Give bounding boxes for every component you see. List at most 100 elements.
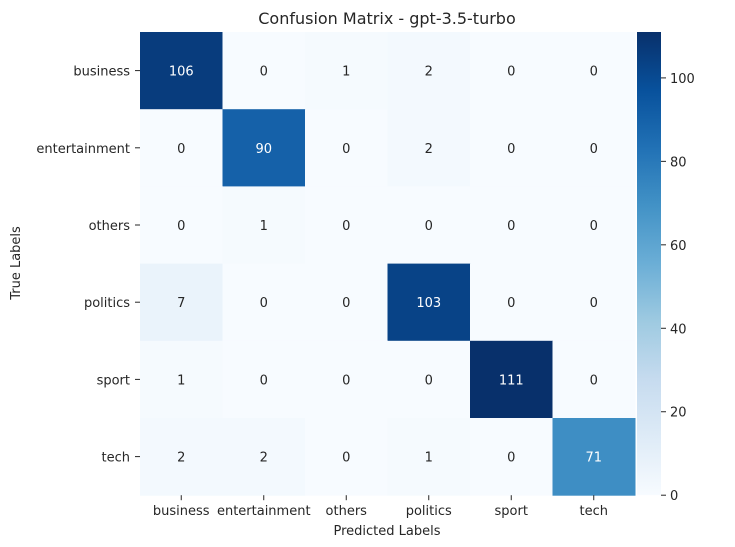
cell-value-label: 0 bbox=[507, 65, 515, 80]
heatmap-cell bbox=[305, 109, 388, 187]
heatmap-cell bbox=[222, 109, 306, 187]
cell-value-label: 90 bbox=[255, 142, 272, 157]
colorbar-tick-label: 100 bbox=[670, 72, 695, 87]
colorbar-tick-label: 60 bbox=[670, 239, 687, 254]
heatmap-cell bbox=[552, 418, 636, 496]
heatmap-cell bbox=[140, 263, 223, 342]
heatmap-cell bbox=[387, 109, 471, 187]
cell-value-label: 0 bbox=[590, 65, 598, 80]
colorbar-tick-label: 80 bbox=[670, 155, 687, 170]
cell-value-label: 1 bbox=[260, 219, 268, 234]
cell-value-label: 1 bbox=[425, 451, 433, 466]
heatmap-cell bbox=[140, 186, 223, 265]
heatmap-cell bbox=[387, 186, 471, 265]
cell-value-label: 2 bbox=[177, 451, 185, 466]
cell-value-label: 0 bbox=[342, 296, 350, 311]
cell-value-label: 2 bbox=[425, 65, 433, 80]
y-axis: business entertainment others politics sport… bbox=[36, 65, 140, 466]
cell-value-label: 0 bbox=[342, 142, 350, 157]
y-tick-label: others bbox=[89, 219, 131, 234]
cell-value-label: 111 bbox=[499, 373, 524, 388]
cell-value-label: 0 bbox=[342, 373, 350, 388]
cell-value-label: 0 bbox=[590, 296, 598, 311]
heatmap-cell bbox=[140, 109, 223, 187]
heatmap-cell bbox=[552, 32, 636, 110]
cell-value-label: 0 bbox=[590, 373, 598, 388]
heatmap-cell bbox=[470, 109, 553, 187]
heatmap-cell bbox=[305, 32, 388, 110]
heatmap-cell bbox=[140, 32, 223, 110]
chart-title: Confusion Matrix - gpt-3.5-turbo bbox=[258, 9, 516, 28]
x-tick-label: sport bbox=[495, 504, 528, 519]
cell-value-label: 2 bbox=[425, 142, 433, 157]
heatmap-cell bbox=[305, 340, 388, 419]
y-tick-label: business bbox=[73, 65, 130, 80]
cell-value-label: 2 bbox=[260, 451, 268, 466]
heatmap-cell bbox=[470, 418, 553, 496]
heatmap-cell bbox=[222, 263, 306, 342]
cell-value-label: 103 bbox=[416, 296, 441, 311]
heatmap-cell bbox=[305, 418, 388, 496]
x-axis: business entertainment others politics sport… bbox=[153, 495, 608, 519]
colorbar-tick-label: 40 bbox=[670, 322, 687, 337]
cell-annotations: 106 0 1 2 0 0 0 90 0 2 0 0 0 1 0 0 0 0 7 0 0 103 0 0 1 0 0 0 111 0 2 2 0… bbox=[169, 65, 602, 466]
colorbar: 0 20 40 60 80 100 bbox=[637, 32, 695, 504]
heatmap-cell bbox=[222, 418, 306, 496]
y-axis-label: True Labels bbox=[9, 226, 24, 301]
cell-value-label: 0 bbox=[507, 451, 515, 466]
cell-value-label: 0 bbox=[507, 296, 515, 311]
cell-value-label: 0 bbox=[590, 142, 598, 157]
heatmap-cell bbox=[387, 418, 471, 496]
y-tick-label: politics bbox=[84, 296, 130, 311]
y-tick-label: entertainment bbox=[36, 142, 130, 157]
cell-value-label: 0 bbox=[590, 219, 598, 234]
cell-value-label: 1 bbox=[342, 65, 350, 80]
heatmap-cell bbox=[222, 340, 306, 419]
colorbar-tick-label: 20 bbox=[670, 406, 687, 421]
x-tick-label: others bbox=[326, 504, 368, 519]
heatmap-cell bbox=[222, 32, 306, 110]
heatmap-cells bbox=[140, 32, 636, 496]
heatmap-cell bbox=[470, 263, 553, 342]
cell-value-label: 71 bbox=[585, 451, 602, 466]
x-tick-label: entertainment bbox=[217, 504, 311, 519]
heatmap-cell bbox=[470, 340, 553, 419]
heatmap-cell bbox=[552, 186, 636, 265]
colorbar-gradient bbox=[637, 32, 661, 496]
cell-value-label: 0 bbox=[425, 373, 433, 388]
heatmap-cell bbox=[470, 32, 553, 110]
heatmap-cell bbox=[140, 418, 223, 496]
cell-value-label: 0 bbox=[425, 219, 433, 234]
heatmap-cell bbox=[222, 186, 306, 265]
cell-value-label: 0 bbox=[507, 219, 515, 234]
cell-value-label: 106 bbox=[169, 65, 194, 80]
cell-value-label: 0 bbox=[260, 65, 268, 80]
cell-value-label: 1 bbox=[177, 373, 185, 388]
cell-value-label: 0 bbox=[177, 219, 185, 234]
heatmap-cell bbox=[387, 32, 471, 110]
cell-value-label: 0 bbox=[507, 142, 515, 157]
heatmap-cell bbox=[387, 340, 471, 419]
x-tick-label: business bbox=[153, 504, 210, 519]
cell-value-label: 0 bbox=[260, 296, 268, 311]
heatmap-cell bbox=[552, 340, 636, 419]
cell-value-label: 0 bbox=[342, 451, 350, 466]
heatmap-cell bbox=[387, 263, 471, 342]
heatmap-cell bbox=[552, 263, 636, 342]
cell-value-label: 7 bbox=[177, 296, 185, 311]
x-tick-label: tech bbox=[580, 504, 608, 519]
colorbar-tick-label: 0 bbox=[670, 489, 678, 504]
y-tick-label: sport bbox=[97, 373, 130, 388]
x-axis-label: Predicted Labels bbox=[333, 524, 440, 539]
cell-value-label: 0 bbox=[342, 219, 350, 234]
heatmap-cell bbox=[305, 186, 388, 265]
y-tick-label: tech bbox=[102, 451, 130, 466]
heatmap-cell bbox=[552, 109, 636, 187]
heatmap-cell bbox=[470, 186, 553, 265]
x-tick-label: politics bbox=[406, 504, 452, 519]
cell-value-label: 0 bbox=[260, 373, 268, 388]
cell-value-label: 0 bbox=[177, 142, 185, 157]
heatmap-cell bbox=[140, 340, 223, 419]
heatmap-cell bbox=[305, 263, 388, 342]
